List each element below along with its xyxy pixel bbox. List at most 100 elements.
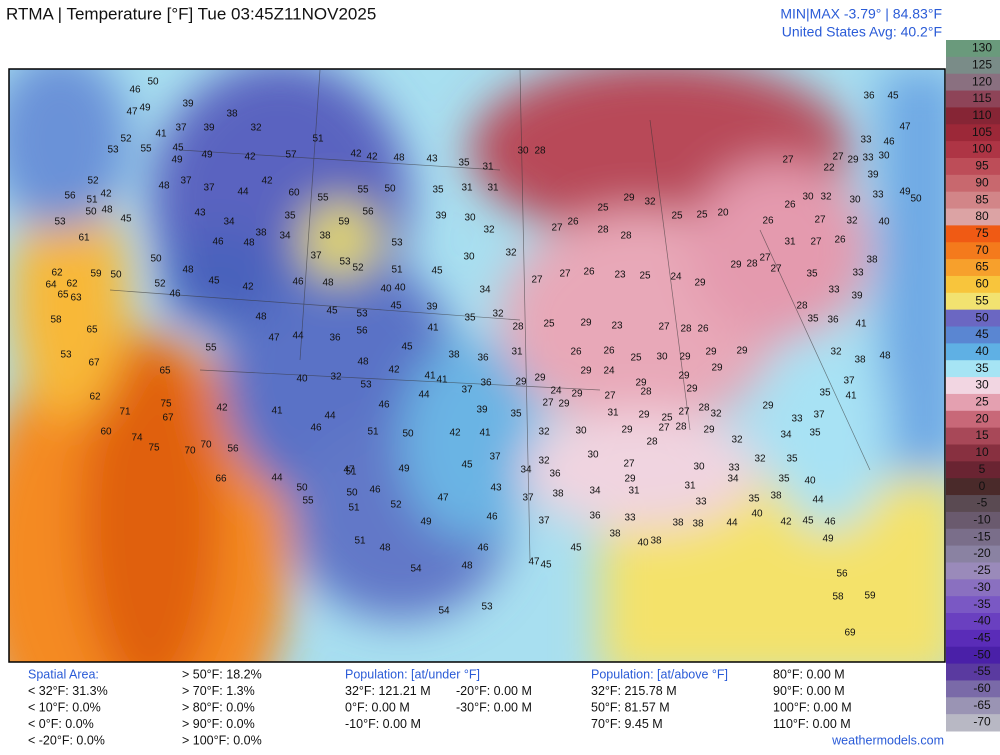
colorbar-swatch xyxy=(946,461,1000,479)
station-value: 29 xyxy=(534,373,546,384)
station-value: 53 xyxy=(107,145,119,156)
station-value: 51 xyxy=(86,195,98,206)
station-value: 62 xyxy=(66,279,78,290)
footer: Spatial Area: < 32°F: 31.3% < 10°F: 0.0% < … xyxy=(28,667,944,747)
station-value: 27 xyxy=(531,275,543,286)
station-value: 50 xyxy=(85,207,97,218)
station-value: 39 xyxy=(203,123,215,134)
station-value: 55 xyxy=(317,193,329,204)
station-value: 41 xyxy=(427,323,439,334)
station-value: 29 xyxy=(558,399,570,410)
station-value: 47 xyxy=(268,333,280,344)
station-value: 38 xyxy=(692,519,704,530)
colorbar-label: -25 xyxy=(973,563,991,577)
station-value: 49 xyxy=(171,155,183,166)
station-value: 64 xyxy=(45,280,57,291)
station-value: 44 xyxy=(418,390,430,401)
station-value: 33 xyxy=(828,285,840,296)
station-value: 54 xyxy=(410,564,422,575)
station-value: 36 xyxy=(329,333,341,344)
footer-stat: < 32°F: 31.3% xyxy=(28,684,108,698)
footer-stat: 32°F: 215.78 M xyxy=(591,684,677,698)
station-value: 50 xyxy=(147,77,159,88)
station-value: 46 xyxy=(292,277,304,288)
station-value: 35 xyxy=(458,158,470,169)
station-value: 44 xyxy=(237,187,249,198)
station-value: 55 xyxy=(302,496,314,507)
colorbar-label: -20 xyxy=(973,546,991,560)
station-value: 38 xyxy=(552,489,564,500)
colorbar-label: -15 xyxy=(973,529,991,543)
station-value: 30 xyxy=(802,192,814,203)
station-value: 38 xyxy=(255,228,267,239)
station-value: 35 xyxy=(510,409,522,420)
station-value: 47 xyxy=(126,107,138,118)
station-value: 48 xyxy=(243,238,255,249)
station-value: 29 xyxy=(580,366,592,377)
station-value: 52 xyxy=(154,279,166,290)
station-value: 75 xyxy=(148,443,160,454)
footer-heading: Spatial Area: xyxy=(28,667,99,681)
station-value: 56 xyxy=(362,207,374,218)
footer-stat: > 80°F: 0.0% xyxy=(182,700,255,714)
station-value: 45 xyxy=(120,214,132,225)
station-value: 25 xyxy=(597,203,609,214)
colorbar-label: -50 xyxy=(973,647,991,661)
station-value: 27 xyxy=(782,155,794,166)
station-value: 38 xyxy=(854,355,866,366)
colorbar-swatch xyxy=(946,596,1000,614)
footer-stat: -20°F: 0.00 M xyxy=(456,684,532,698)
station-value: 32 xyxy=(538,427,550,438)
station-value: 36 xyxy=(549,469,561,480)
station-value: 41 xyxy=(855,319,867,330)
title: RTMA | Temperature [°F] Tue 03:45Z11NOV2… xyxy=(6,4,376,23)
station-value: 53 xyxy=(54,217,66,228)
station-value: 35 xyxy=(432,185,444,196)
station-value: 46 xyxy=(129,85,141,96)
station-value: 48 xyxy=(182,265,194,276)
station-value: 27 xyxy=(658,423,670,434)
colorbar-label: 90 xyxy=(975,175,989,189)
station-value: 53 xyxy=(391,238,403,249)
colorbar-label: 30 xyxy=(975,378,989,392)
station-value: 41 xyxy=(845,391,857,402)
station-value: 28 xyxy=(680,324,692,335)
station-value: 29 xyxy=(762,401,774,412)
station-value: 44 xyxy=(292,331,304,342)
station-value: 41 xyxy=(424,371,436,382)
station-value: 29 xyxy=(847,155,859,166)
footer-stat: 110°F: 0.00 M xyxy=(773,717,851,731)
station-value: 36 xyxy=(589,511,601,522)
station-value: 38 xyxy=(319,231,331,242)
station-value: 37 xyxy=(813,410,825,421)
station-value: 37 xyxy=(461,385,473,396)
station-value: 65 xyxy=(159,366,171,377)
station-value: 60 xyxy=(100,427,112,438)
station-value: 33 xyxy=(728,463,740,474)
colorbar-swatch xyxy=(946,157,1000,176)
footer-stat: > 100°F: 0.0% xyxy=(182,733,262,747)
station-value: 46 xyxy=(212,237,224,248)
colorbar-label: 45 xyxy=(975,327,989,341)
station-value: 30 xyxy=(463,252,475,263)
min-max: MIN|MAX -3.79° | 84.83°F xyxy=(780,6,942,22)
station-value: 46 xyxy=(169,289,181,300)
station-value: 40 xyxy=(296,374,308,385)
station-value: 67 xyxy=(88,358,100,369)
colorbar-swatch xyxy=(946,444,1000,462)
station-value: 37 xyxy=(538,516,550,527)
footer-stat: > 50°F: 18.2% xyxy=(182,667,262,681)
colorbar-swatch xyxy=(946,579,1000,597)
station-value: 48 xyxy=(379,543,391,554)
colorbar-label: 50 xyxy=(975,310,989,324)
station-value: 35 xyxy=(806,269,818,280)
station-value: 37 xyxy=(175,123,187,134)
colorbar-swatch xyxy=(946,495,1000,513)
station-value: 26 xyxy=(834,235,846,246)
station-value: 74 xyxy=(131,433,143,444)
station-value: 49 xyxy=(139,103,151,114)
colorbar-label: 70 xyxy=(975,243,989,257)
colorbar-label: 35 xyxy=(975,361,989,375)
station-value: 32 xyxy=(754,454,766,465)
station-value: 33 xyxy=(860,135,872,146)
